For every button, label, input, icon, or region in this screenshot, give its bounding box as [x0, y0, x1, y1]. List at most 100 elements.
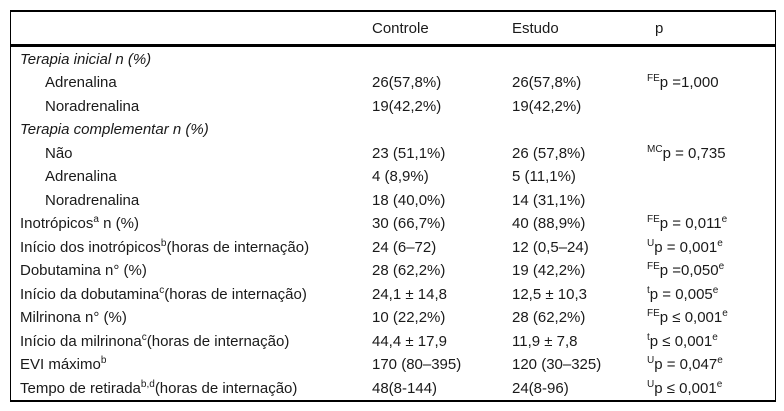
row-label-text: Tempo de retirada	[20, 379, 141, 397]
p-value: tp = 0,005e	[647, 282, 775, 305]
estudo-value: 19(42,2%)	[512, 97, 582, 115]
row-label-suffix: n (%)	[98, 215, 139, 233]
p-value-text: p ≤ 0,001	[649, 332, 713, 350]
header-row: Controle Estudo p	[11, 12, 775, 47]
p-footnote-superscript: e	[716, 378, 723, 390]
p-value-text: p = 0,047	[654, 356, 718, 374]
row-label: Início da dobutaminac(horas de internaçã…	[11, 282, 372, 305]
controle-value	[372, 118, 512, 141]
row-label-suffix: (horas de internação)	[164, 285, 307, 303]
estudo-value: 11,9 ± 7,8	[512, 332, 578, 350]
controle-value: 24 (6–72)	[372, 238, 437, 256]
p-footnote-superscript: e	[717, 237, 723, 249]
estudo-value: 120 (30–325)	[512, 356, 602, 374]
estudo-value: 26(57,8%)	[512, 74, 582, 92]
estudo-value: 12 (0,5–24)	[512, 238, 589, 256]
table-row: Noradrenalina 19(42,2%) 19(42,2%)	[11, 95, 775, 118]
estudo-value	[512, 118, 647, 141]
controle-value: 4 (8,9%)	[372, 168, 429, 186]
row-label: Noradrenalina	[11, 95, 372, 118]
controle-value: 19(42,2%)	[372, 97, 442, 115]
p-value-text: p = 0,001	[654, 238, 718, 256]
p-footnote-superscript: e	[722, 308, 728, 320]
p-value: FEp = 0,011e	[647, 212, 775, 235]
table-row: Tempo de retiradab,d(horas de internação…	[11, 376, 775, 400]
estudo-value: 26 (57,8%)	[512, 144, 586, 162]
p-footnote-superscript: e	[712, 331, 718, 343]
row-label-superscript: c	[141, 331, 147, 343]
controle-value: 10 (22,2%)	[372, 309, 446, 327]
controle-value: 48(8-144)	[372, 379, 438, 397]
p-footnote-superscript: e	[718, 261, 725, 273]
table-row: Milrinona n° (%) 10 (22,2%) 28 (62,2%) F…	[11, 306, 775, 329]
statistics-table: Controle Estudo p Terapia inicial n (%) …	[10, 10, 776, 402]
controle-value: 30 (66,7%)	[372, 215, 446, 233]
header-controle: Controle	[372, 12, 512, 47]
row-label-superscript: a	[93, 214, 99, 226]
p-value: MCp = 0,735	[647, 142, 775, 165]
p-test-superscript: U	[647, 355, 655, 367]
controle-value: 26(57,8%)	[372, 74, 442, 92]
header-p: p	[647, 12, 775, 47]
row-label-suffix: (horas de internação)	[146, 332, 290, 350]
table-header: Controle Estudo p	[11, 12, 775, 47]
table-body: Terapia inicial n (%) Adrenalina 26(57,8…	[11, 46, 775, 401]
controle-value: 18 (40,0%)	[372, 191, 446, 209]
p-test-superscript: FE	[647, 73, 660, 85]
estudo-value: 40 (88,9%)	[512, 215, 586, 233]
p-value: Up ≤ 0,001e	[647, 376, 775, 400]
p-test-superscript: U	[647, 378, 655, 390]
controle-value: 44,4 ± 17,9	[372, 332, 447, 350]
table-row: Dobutamina n° (%) 28 (62,2%) 19 (42,2%) …	[11, 259, 775, 282]
estudo-value: 5 (11,1%)	[512, 168, 576, 186]
p-footnote-superscript: e	[717, 355, 723, 367]
row-label-text: Noradrenalina	[45, 97, 140, 115]
row-label-text: Inotrópicos	[20, 215, 94, 233]
p-value-text: p =0,050	[659, 262, 719, 280]
p-value-text: p = 0,735	[662, 144, 726, 162]
controle-value: 23 (51,1%)	[372, 144, 446, 162]
row-label-text: Milrinona n° (%)	[20, 309, 127, 327]
p-value-text: p =1,000	[659, 74, 719, 92]
controle-value: 170 (80–395)	[372, 356, 462, 374]
p-value-text: p = 0,011	[659, 215, 722, 233]
p-value	[647, 188, 775, 211]
estudo-value: 28 (62,2%)	[512, 309, 586, 327]
table-row: Noradrenalina 18 (40,0%) 14 (31,1%)	[11, 188, 775, 211]
row-label-text: Início da milrinona	[20, 332, 142, 350]
table-row: Adrenalina 4 (8,9%) 5 (11,1%)	[11, 165, 775, 188]
table-row: Início da milrinonac(horas de internação…	[11, 329, 775, 352]
p-value	[647, 118, 775, 141]
row-label-text: Terapia complementar n (%)	[20, 121, 209, 139]
row-label: Início dos inotrópicosb(horas de interna…	[11, 235, 372, 258]
row-label-superscript: b,d	[140, 378, 155, 390]
p-value: FEp =1,000	[647, 71, 775, 94]
row-label: Tempo de retiradab,d(horas de internação…	[11, 376, 372, 400]
controle-value	[372, 46, 512, 72]
table-row: Início da dobutaminac(horas de internaçã…	[11, 282, 775, 305]
p-value: FEp =0,050e	[647, 259, 775, 282]
p-test-superscript: MC	[647, 143, 663, 155]
controle-value: 24,1 ± 14,8	[372, 285, 447, 303]
estudo-value: 19 (42,2%)	[512, 262, 586, 280]
header-estudo: Estudo	[512, 12, 647, 47]
row-label: Adrenalina	[11, 165, 372, 188]
p-value-text: p ≤ 0,001	[659, 309, 723, 327]
row-label: Terapia complementar n (%)	[11, 118, 372, 141]
row-label: Inotrópicosa n (%)	[11, 212, 372, 235]
p-test-superscript: FE	[647, 308, 660, 320]
row-label-text: Não	[45, 144, 73, 162]
therapy-comparison-table: Controle Estudo p Terapia inicial n (%) …	[11, 12, 775, 400]
table-row: Terapia inicial n (%)	[11, 46, 775, 72]
p-test-superscript: FE	[647, 261, 660, 273]
p-footnote-superscript: e	[721, 214, 728, 226]
header-label-column	[11, 12, 372, 47]
row-label-superscript: c	[159, 284, 165, 296]
p-footnote-superscript: e	[712, 284, 719, 296]
row-label-text: Início dos inotrópicos	[20, 238, 161, 256]
p-value: Up = 0,001e	[647, 235, 775, 258]
row-label-text: Adrenalina	[45, 168, 117, 186]
table-row: Terapia complementar n (%)	[11, 118, 775, 141]
row-label: Não	[11, 142, 372, 165]
table-row: Inotrópicosa n (%) 30 (66,7%) 40 (88,9%)…	[11, 212, 775, 235]
